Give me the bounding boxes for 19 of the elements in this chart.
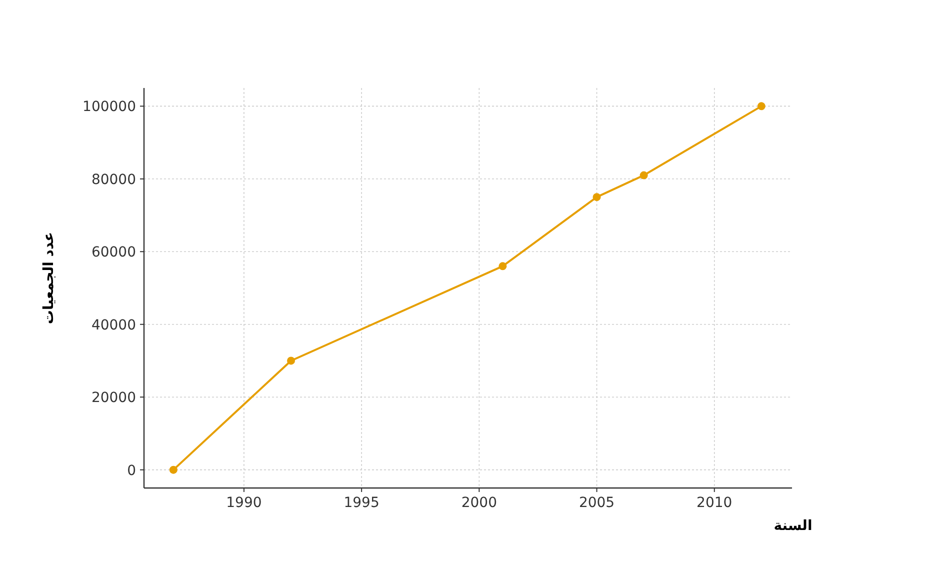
point <box>592 193 601 202</box>
x-tick-label: 2000 <box>461 495 497 511</box>
x-tick-label: 1990 <box>226 495 262 511</box>
x-axis-title: السنة <box>774 518 812 534</box>
point <box>169 466 178 474</box>
y-tick-label: 100000 <box>82 99 136 116</box>
y-tick-label: 40000 <box>91 317 136 334</box>
y-tick-label: 80000 <box>91 172 136 188</box>
x-tick-label: 2005 <box>578 495 615 511</box>
y-tick-label: 20000 <box>91 390 136 406</box>
y-tick-label: 0 <box>127 462 136 479</box>
point <box>287 356 296 365</box>
y-tick-label: 60000 <box>91 244 136 261</box>
x-tick-label: 2010 <box>696 495 732 511</box>
y-axis-title: عدد الجمعيات <box>41 232 57 324</box>
point <box>640 171 648 180</box>
point <box>757 102 766 110</box>
point <box>498 262 507 270</box>
x-tick-label: 1995 <box>344 495 380 511</box>
